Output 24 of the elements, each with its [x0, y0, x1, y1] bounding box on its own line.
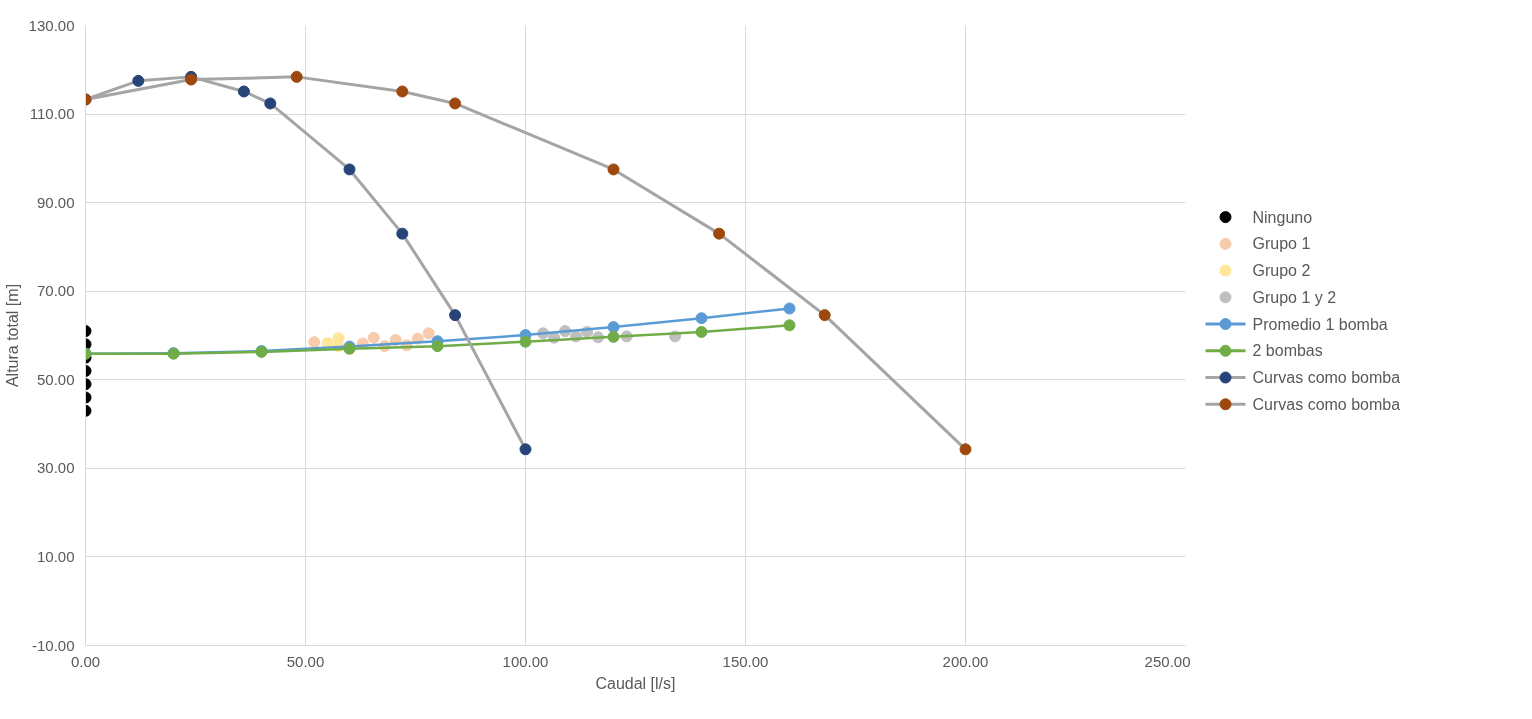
y-tick-label: 110.00: [29, 105, 75, 123]
y-tick-label: 90.00: [36, 193, 75, 211]
y-tick-label: 130.00: [28, 16, 75, 34]
x-axis-title: Caudal [l/s]: [595, 674, 676, 692]
y-tick-label: 10.00: [36, 547, 75, 565]
legend-label: Promedio 1 bomba: [1252, 315, 1388, 333]
legend-label: Grupo 2: [1252, 262, 1311, 280]
x-tick-label: 100.00: [502, 652, 549, 670]
x-tick-label: 250.00: [1144, 652, 1191, 670]
x-tick-label: 50.00: [286, 652, 325, 670]
legend-label: Grupo 1 y 2: [1252, 288, 1337, 306]
y-tick-label: 70.00: [36, 282, 75, 300]
legend-label: Curvas como bomba: [1252, 369, 1401, 387]
y-tick-label: -10.00: [31, 636, 75, 654]
legend-label: 2 bombas: [1252, 342, 1323, 360]
legend-label: Ninguno: [1252, 208, 1313, 226]
legend-label: Grupo 1: [1252, 235, 1311, 253]
x-tick-label: 0.00: [70, 652, 101, 670]
y-axis-title: Altura total [m]: [3, 283, 21, 388]
x-tick-label: 200.00: [942, 652, 989, 670]
y-tick-label: 50.00: [36, 370, 75, 388]
y-tick-label: 30.00: [36, 459, 75, 477]
x-tick-label: 150.00: [722, 652, 769, 670]
legend-label: Curvas como bomba: [1252, 395, 1401, 413]
